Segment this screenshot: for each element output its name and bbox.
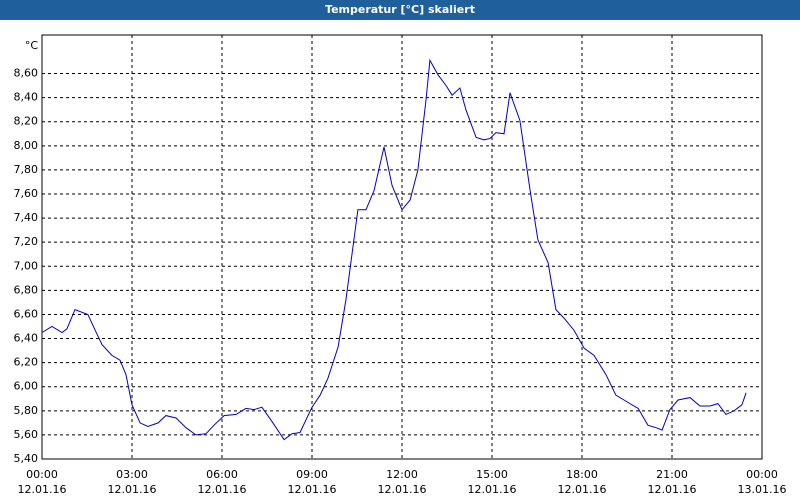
x-tick-date: 12.01.16	[468, 483, 517, 496]
y-tick-label: 6,20	[14, 356, 39, 369]
x-tick-date: 12.01.16	[288, 483, 337, 496]
y-tick-label: 6,00	[14, 380, 39, 393]
y-tick-label: 7,80	[14, 163, 39, 176]
x-tick-label: 15:00	[476, 468, 508, 481]
y-tick-label: 6,80	[14, 283, 39, 296]
y-tick-label: 7,00	[14, 259, 39, 272]
x-tick-date: 12.01.16	[198, 483, 247, 496]
y-tick-label: 6,40	[14, 332, 39, 345]
y-tick-label: 7,40	[14, 211, 39, 224]
y-tick-label: 7,60	[14, 187, 39, 200]
x-tick-label: 03:00	[116, 468, 148, 481]
x-tick-label: 00:00	[746, 468, 778, 481]
y-tick-label: 8,60	[14, 67, 39, 80]
x-tick-label: 09:00	[296, 468, 328, 481]
x-tick-label: 18:00	[566, 468, 598, 481]
x-tick-date: 12.01.16	[18, 483, 67, 496]
y-tick-label: 8,20	[14, 115, 39, 128]
x-tick-label: 12:00	[386, 468, 418, 481]
y-tick-label: 6,60	[14, 307, 39, 320]
x-tick-date: 12.01.16	[108, 483, 157, 496]
y-tick-label: 8,40	[14, 91, 39, 104]
x-tick-date: 12.01.16	[648, 483, 697, 496]
x-tick-date: 13.01.16	[738, 483, 787, 496]
y-unit: °C	[25, 39, 39, 52]
x-tick-date: 12.01.16	[378, 483, 427, 496]
y-tick-label: 5,80	[14, 404, 39, 417]
y-tick-label: 8,00	[14, 139, 39, 152]
y-tick-label: 5,40	[14, 452, 39, 465]
y-tick-label: 7,20	[14, 235, 39, 248]
title-bar	[0, 0, 800, 20]
x-tick-label: 21:00	[656, 468, 688, 481]
x-tick-date: 12.01.16	[558, 483, 607, 496]
x-tick-label: 00:00	[26, 468, 58, 481]
x-tick-label: 06:00	[206, 468, 238, 481]
chart-title: Temperatur [°C] skaliert	[325, 3, 475, 16]
y-tick-label: 5,60	[14, 428, 39, 441]
line-series	[41, 58, 747, 441]
